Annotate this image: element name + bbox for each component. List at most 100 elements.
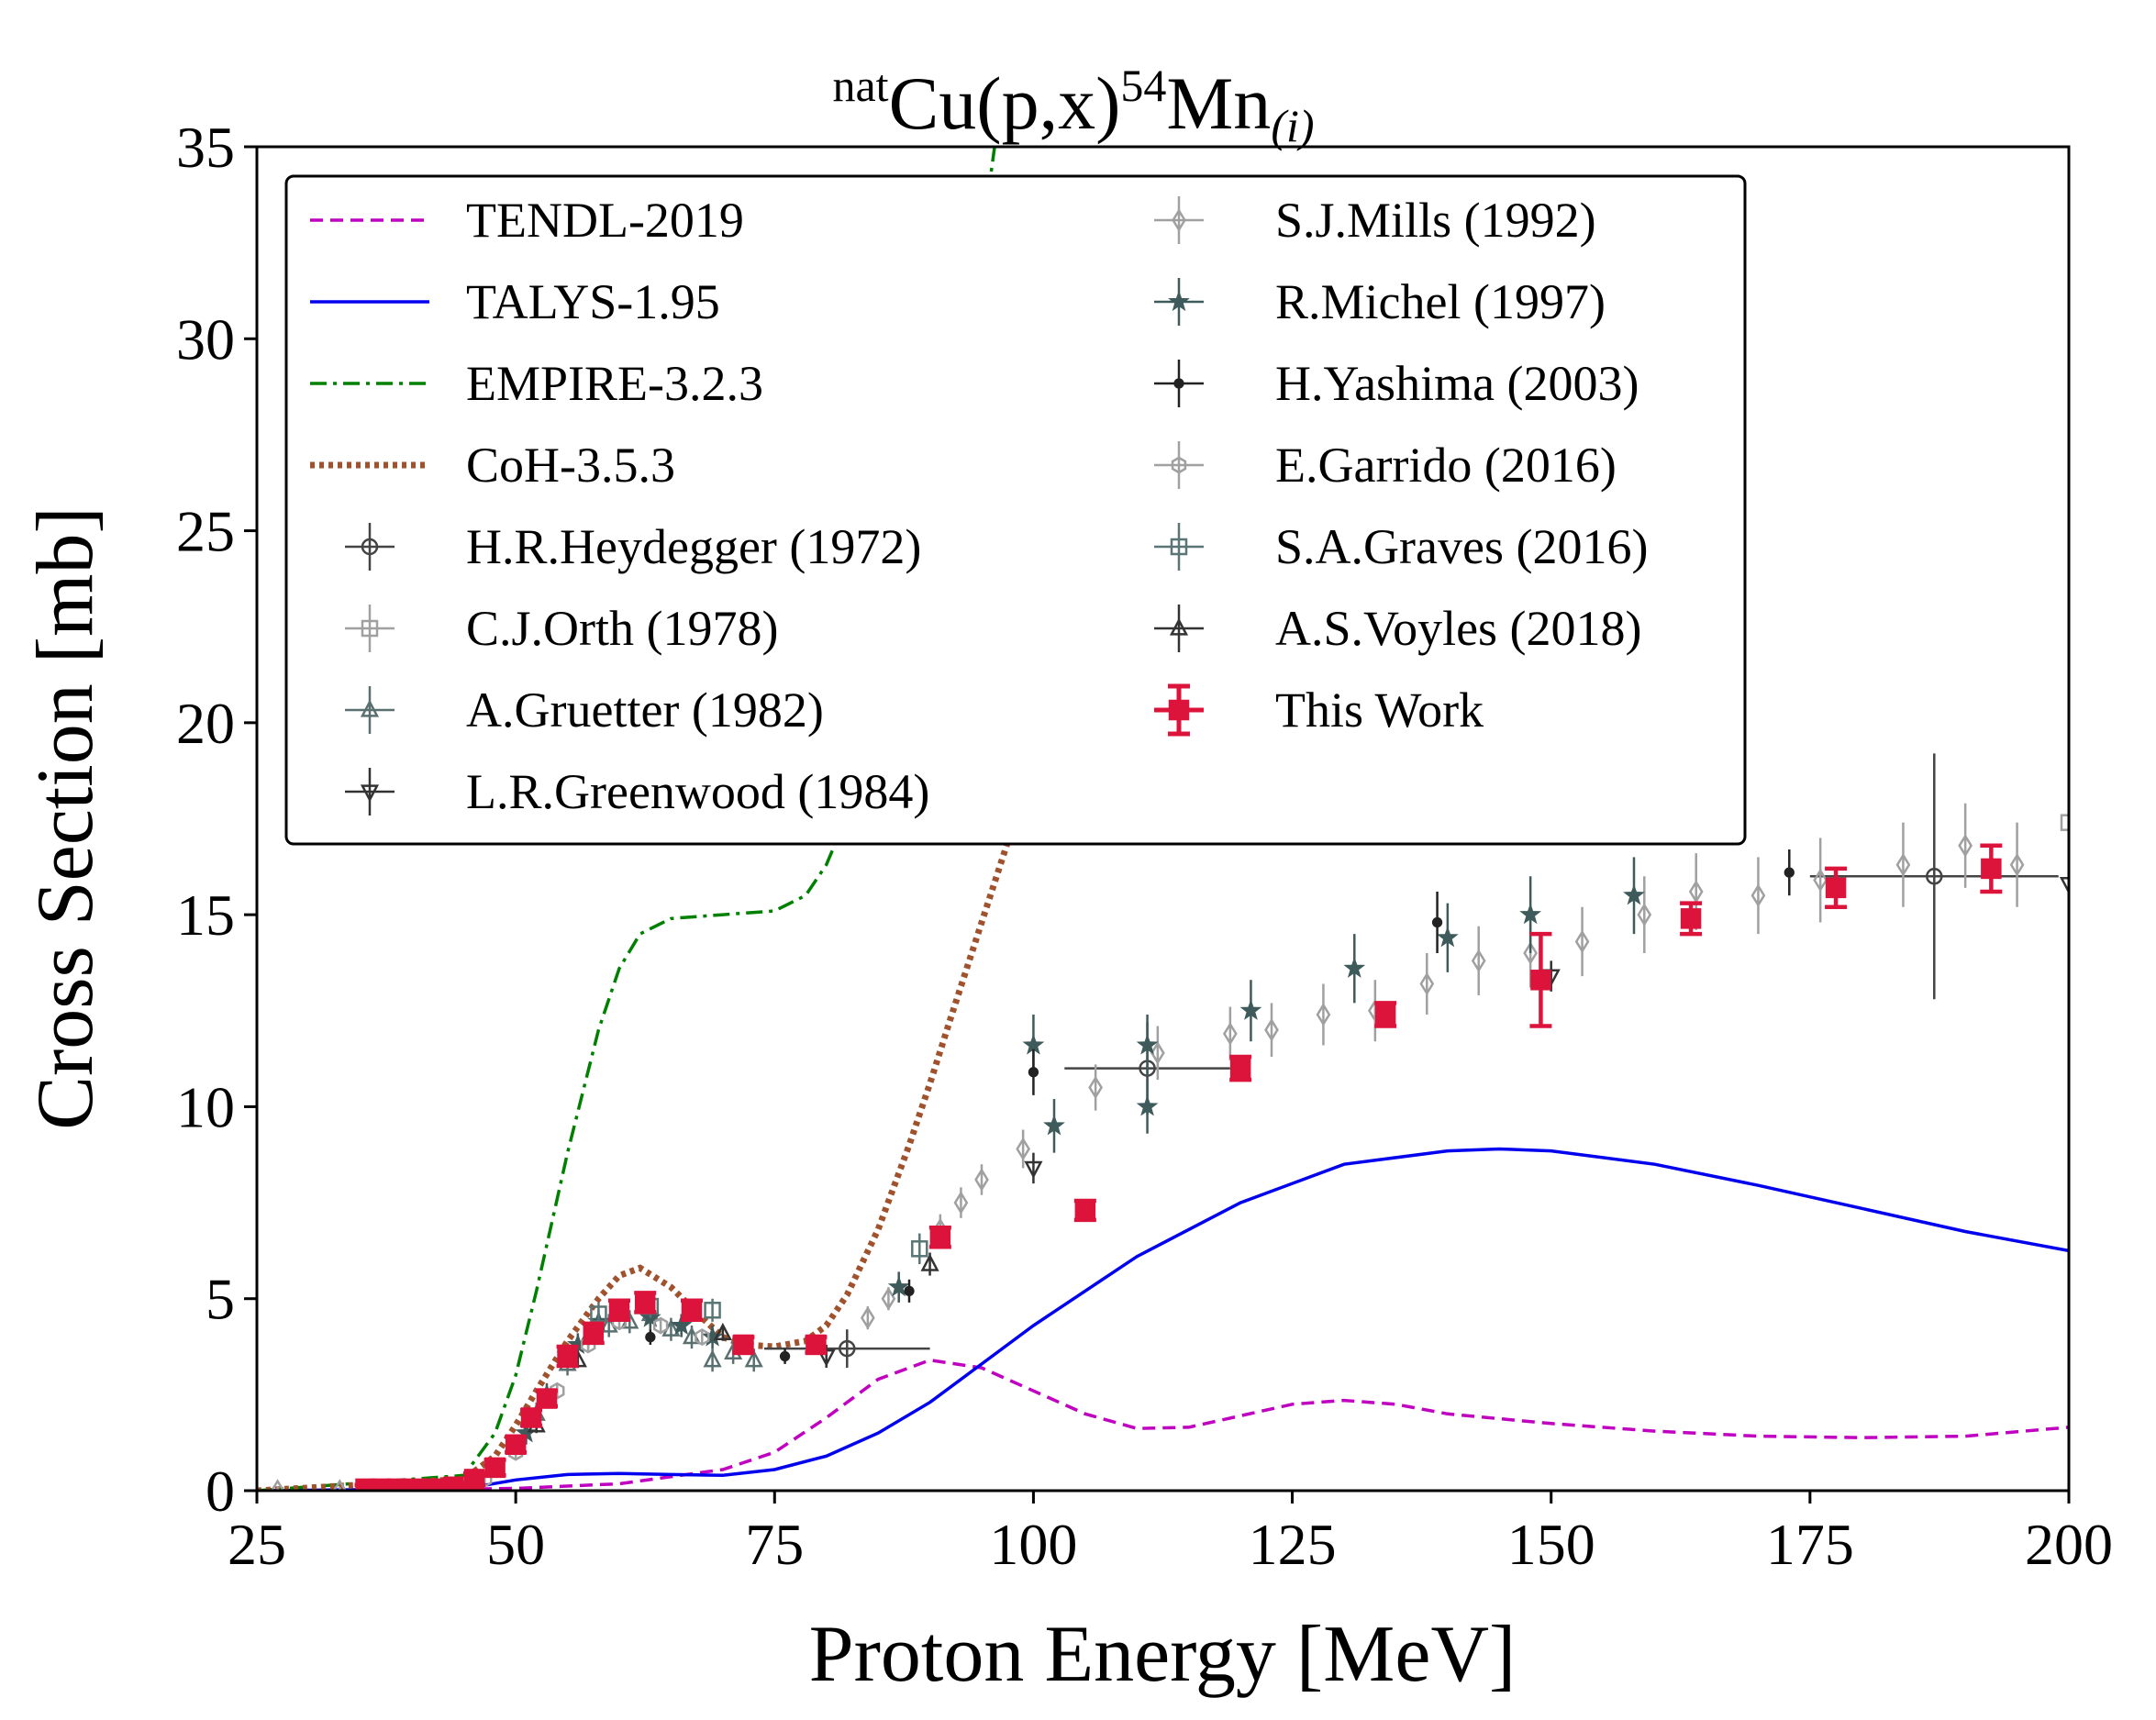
- data-point: [2009, 852, 2025, 877]
- x-tick-label: 150: [1507, 1512, 1595, 1577]
- data-point: [443, 1476, 464, 1491]
- data-point: [2059, 877, 2069, 895]
- data-point: [652, 1316, 669, 1335]
- y-tick-label: 35: [176, 115, 235, 180]
- data-point: [463, 1469, 485, 1490]
- data-point: [1074, 1200, 1096, 1221]
- legend-marker: [360, 699, 380, 717]
- data-point: [887, 1275, 910, 1297]
- data-point: [422, 1478, 444, 1491]
- data-point: [681, 1300, 703, 1321]
- data-point: [1374, 1004, 1396, 1026]
- data-point: [860, 1305, 875, 1330]
- data-point: [920, 1253, 939, 1271]
- legend-entry-tendl-2019: TENDL-2019: [310, 193, 744, 248]
- legend-marker: [1173, 378, 1184, 389]
- legend-label: C.J.Orth (1978): [466, 601, 778, 656]
- data-point: [557, 1346, 578, 1367]
- legend-entry-talys-1-95: TALYS-1.95: [310, 274, 720, 329]
- data-point: [704, 1302, 721, 1319]
- data-point: [608, 1300, 630, 1321]
- data-point: [1136, 1094, 1159, 1116]
- x-axis-title: Proton Energy [MeV]: [809, 1610, 1517, 1699]
- data-point: [1431, 916, 1443, 928]
- legend-label: S.J.Mills (1992): [1275, 193, 1596, 248]
- x-tick-label: 25: [228, 1512, 286, 1577]
- legend-label: This Work: [1275, 682, 1484, 738]
- legend-entry-a-gruetter-1982: A.Gruetter (1982): [345, 682, 824, 738]
- data-point: [1637, 903, 1652, 927]
- chart-title-reaction: Cu(p,x): [889, 61, 1121, 145]
- series-c-j-orth-1978: [2060, 811, 2069, 835]
- data-point: [911, 1240, 928, 1258]
- data-point: [1419, 971, 1435, 996]
- data-point: [670, 1314, 693, 1336]
- y-tick-label: 30: [176, 306, 235, 372]
- x-tick-label: 100: [989, 1512, 1077, 1577]
- y-tick-label: 20: [176, 691, 235, 756]
- legend-marker: [1168, 290, 1190, 312]
- data-point: [536, 1388, 558, 1409]
- legend-label: TENDL-2019: [466, 193, 744, 248]
- legend-marker: [360, 784, 380, 803]
- experimental-data: [270, 753, 2069, 1491]
- series-s-j-mills-1992: [270, 803, 2025, 1491]
- x-tick-label: 175: [1766, 1512, 1854, 1577]
- data-point: [645, 1331, 656, 1343]
- data-point: [953, 1191, 969, 1215]
- legend-marker: [1170, 538, 1188, 556]
- legend-label: EMPIRE-3.2.3: [466, 356, 763, 411]
- legend-label: L.R.Greenwood (1984): [466, 764, 929, 819]
- legend-entry-s-a-graves-2016: S.A.Graves (2016): [1154, 519, 1648, 574]
- legend-marker: [1171, 456, 1187, 474]
- data-point: [744, 1349, 763, 1368]
- data-point: [270, 1479, 285, 1491]
- data-point: [1028, 1067, 1039, 1078]
- data-point: [520, 1407, 542, 1428]
- x-tick-label: 125: [1249, 1512, 1337, 1577]
- data-point: [1043, 1114, 1065, 1136]
- data-point: [779, 1350, 791, 1362]
- legend-label: A.S.Voyles (2018): [1275, 601, 1642, 656]
- data-point: [1136, 1033, 1159, 1055]
- legend-label: TALYS-1.95: [466, 274, 720, 329]
- series-h-r-heydegger-1972: [764, 753, 2059, 1369]
- legend-entry-this-work: This Work: [1154, 682, 1484, 738]
- legend-box: [284, 174, 1747, 846]
- chart-title: natCu(p,x)54Mn(i): [832, 60, 1314, 151]
- data-point: [1239, 999, 1262, 1020]
- data-point: [1222, 1022, 1238, 1046]
- data-point: [929, 1226, 951, 1248]
- y-tick-label: 25: [176, 499, 235, 564]
- legend-label: CoH-3.5.3: [466, 438, 675, 493]
- legend-label: H.R.Heydegger (1972): [466, 519, 921, 574]
- data-point: [1895, 852, 1911, 877]
- x-axis: 25 50 75 100 125 150 175 200: [228, 1491, 2113, 1577]
- data-point: [1523, 941, 1539, 965]
- data-point: [1436, 926, 1459, 948]
- legend-entry-a-s-voyles-2018: A.S.Voyles (2018): [1154, 601, 1642, 656]
- data-point: [1022, 1033, 1045, 1055]
- data-point: [1530, 970, 1551, 991]
- data-point: [1088, 1075, 1104, 1100]
- legend-label: R.Michel (1997): [1275, 274, 1606, 329]
- data-point: [1471, 949, 1486, 973]
- data-point: [733, 1334, 754, 1356]
- data-point: [713, 1322, 732, 1341]
- legend-entry-h-yashima-2003: H.Yashima (2003): [1154, 356, 1639, 411]
- legend-marker: [1168, 699, 1190, 721]
- data-point: [1981, 858, 2002, 880]
- data-point: [550, 1382, 565, 1400]
- x-tick-label: 50: [486, 1512, 545, 1577]
- data-point: [1016, 1137, 1031, 1161]
- legend-entry-h-r-heydegger-1972: H.R.Heydegger (1972): [345, 519, 921, 574]
- curve-coh-3-5-3: [257, 760, 1037, 1491]
- x-tick-label: 200: [2025, 1512, 2113, 1577]
- data-point: [1623, 883, 1645, 905]
- data-point: [1574, 929, 1590, 954]
- data-point: [505, 1434, 527, 1456]
- chart-title-mass-number: 54: [1120, 60, 1166, 111]
- legend-entry-e-garrido-2016: E.Garrido (2016): [1154, 438, 1617, 493]
- data-point: [1958, 834, 1973, 858]
